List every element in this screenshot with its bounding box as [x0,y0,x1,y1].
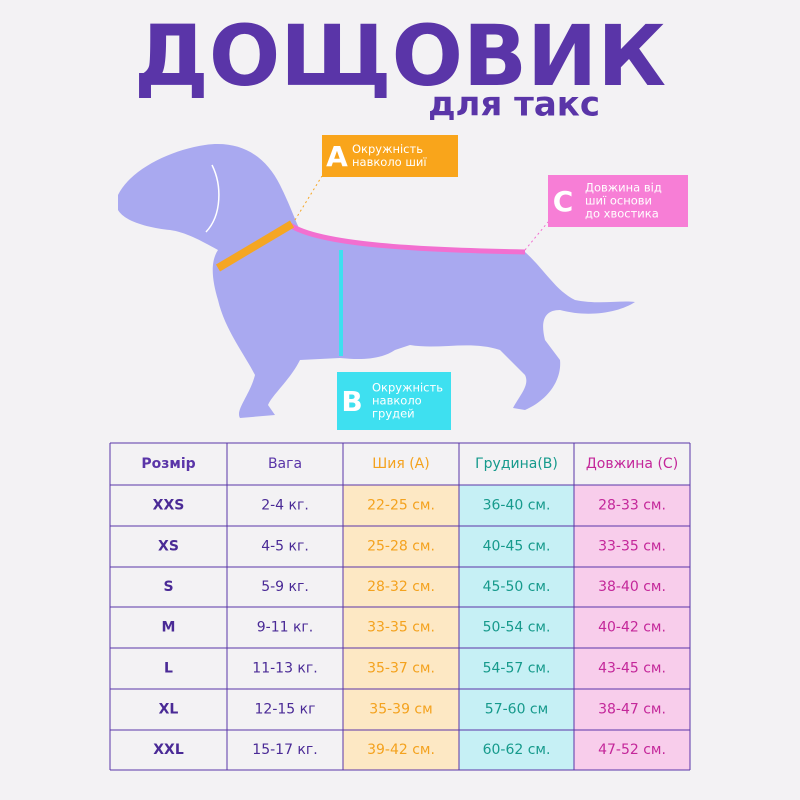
cell-bg [574,567,690,607]
cell-bg [574,730,690,770]
table-cell: 50-54 см. [483,620,551,636]
table-cell: XL [159,702,179,718]
leader-c [524,221,549,251]
cell-bg [343,607,459,648]
table-cell: 39-42 см. [367,742,435,758]
cell-bg [343,485,459,526]
label-text: грудей [372,407,415,421]
table-cell: 25-28 см. [367,539,435,555]
label-b-box [337,372,451,430]
table-cell: 15-17 кг. [252,742,317,758]
label-text: Довжина від [585,181,662,195]
cell-bg [459,689,574,730]
cell-bg [459,526,574,567]
label-text: шиї основи [585,194,652,208]
label-letter: B [341,385,362,418]
title: ДОЩОВИК [134,7,666,105]
table-cell: 33-35 см. [367,620,435,636]
table-cell: XXL [153,742,184,758]
table-cell: 22-25 см. [367,498,435,514]
label-c-box [548,175,688,227]
table-cell: 57-60 см [485,702,548,718]
dog-silhouette [118,144,635,419]
leader-a [294,175,323,221]
back-line [288,222,526,255]
table-cell: 35-37 см. [367,661,435,677]
table-cell: 11-13 кг. [252,661,317,677]
header-cell: Вага [268,456,302,472]
table-cell: L [164,661,173,677]
label-letter: C [553,185,574,218]
cell-bg [343,730,459,770]
cell-bg [574,485,690,526]
label-text: навколо [372,394,422,408]
label-a-box [322,135,458,177]
cell-bg [459,607,574,648]
table-cell: 28-32 см. [367,579,435,595]
table-cell: XXS [153,498,185,514]
cell-bg [574,648,690,689]
cell-bg [459,485,574,526]
label-text: навколо шиї [352,155,427,169]
table-cell: S [163,579,173,595]
table-cell: 5-9 кг. [261,579,309,595]
table-cell: 4-5 кг. [261,539,309,555]
subtitle: для такс [428,85,600,125]
cell-bg [459,730,574,770]
table-cell: 47-52 см. [598,742,666,758]
table-cell: 45-50 см. [483,579,551,595]
table-cell: 33-35 см. [598,539,666,555]
dog-ear [205,164,220,233]
header-cell: Довжина (С) [586,456,678,472]
header-cell: Розмір [141,456,195,472]
cell-bg [343,648,459,689]
table-cell: 28-33 см. [598,498,666,514]
table-cell: XS [158,539,179,555]
table-cell: 36-40 см. [483,498,551,514]
table-cell: 54-57 см. [483,661,551,677]
table-cell: 9-11 кг. [257,620,314,636]
table-cell: 2-4 кг. [261,498,309,514]
label-text: Окружність [352,142,423,156]
table-cell: 40-42 см. [598,620,666,636]
cell-bg [574,689,690,730]
cell-bg [343,567,459,607]
table-cell: 60-62 см. [483,742,551,758]
table-cell: 12-15 кг [255,702,316,718]
table-cell: 35-39 см [369,702,432,718]
cell-bg [459,567,574,607]
collar-line [215,220,295,272]
table-cell: M [162,620,176,636]
table-cell: 38-40 см. [598,579,666,595]
cell-bg [574,607,690,648]
label-letter: A [326,140,348,173]
header-cell: Грудина(В) [475,456,558,472]
cell-bg [343,689,459,730]
label-text: до хвостика [585,207,659,221]
cell-bg [574,526,690,567]
table-cell: 43-45 см. [598,661,666,677]
table-cell: 38-47 см. [598,702,666,718]
cell-bg [343,526,459,567]
label-text: Окружність [372,381,443,395]
cell-bg [459,648,574,689]
table-cell: 40-45 см. [483,539,551,555]
header-cell: Шия (А) [372,456,429,472]
